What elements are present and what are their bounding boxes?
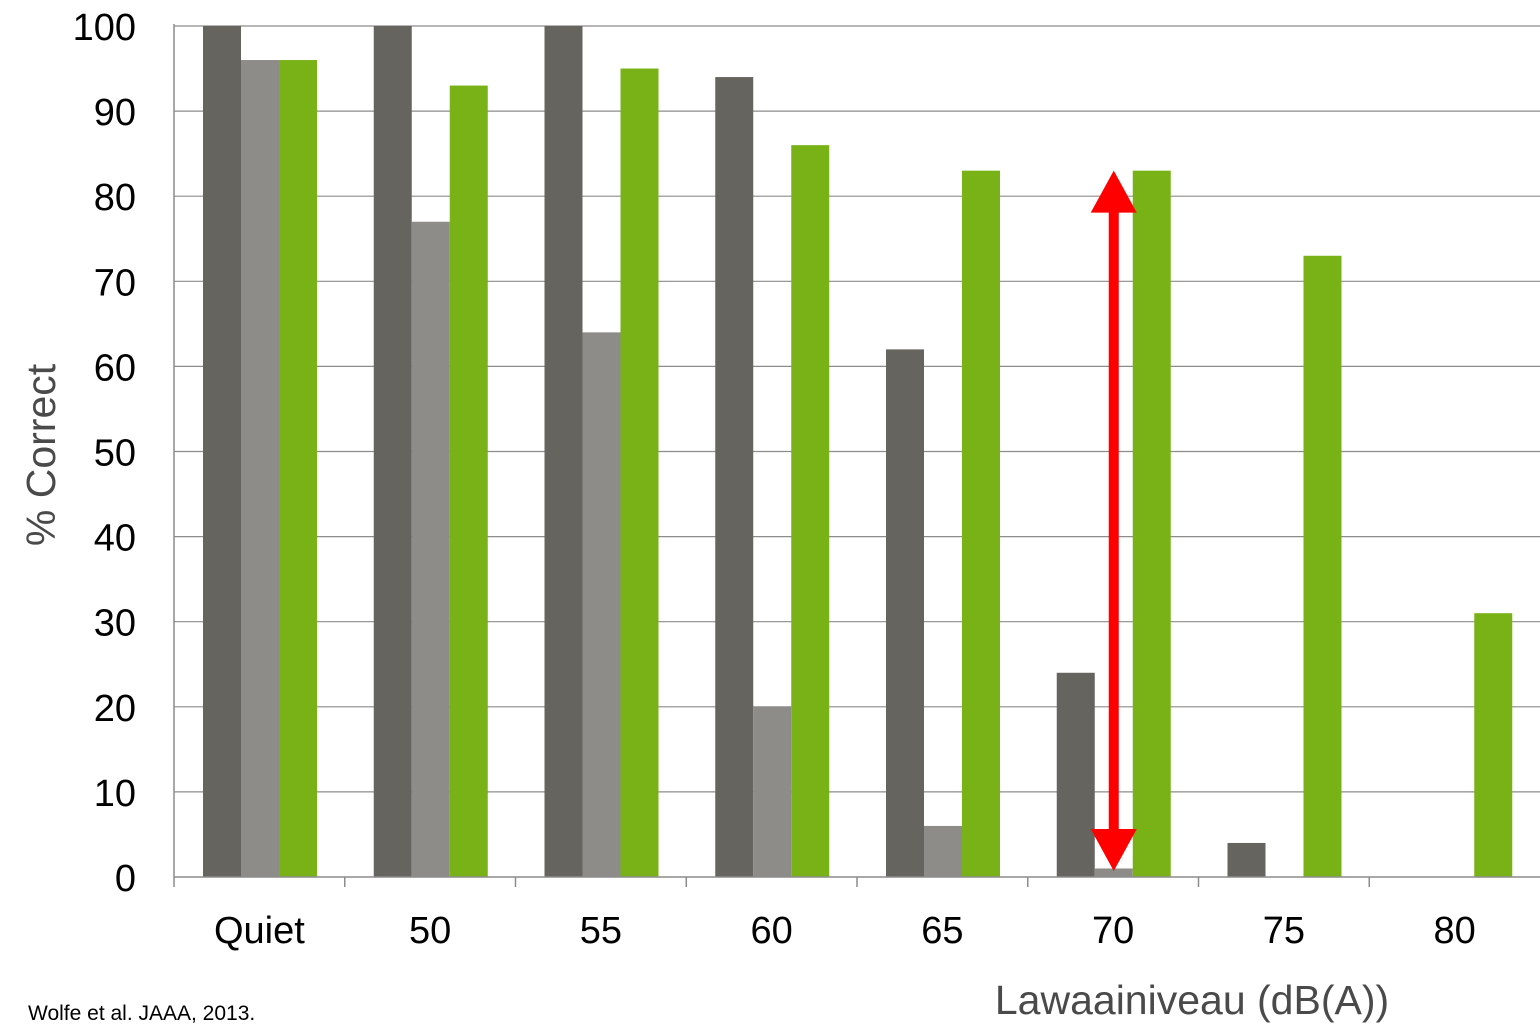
bar xyxy=(544,26,583,877)
x-tick-label: 75 xyxy=(1263,910,1305,952)
x-axis-title: Lawaainiveau (dB(A)) xyxy=(995,977,1389,1023)
bar xyxy=(962,170,1000,878)
x-tick-label: 70 xyxy=(1092,910,1134,952)
bar xyxy=(1303,255,1342,877)
y-tick-label: 40 xyxy=(94,518,136,560)
bar xyxy=(1227,842,1266,877)
y-tick-label: 0 xyxy=(115,858,136,900)
bar xyxy=(924,825,962,877)
y-tick-labels: 0 10 20 30 40 50 60 70 80 90 100 xyxy=(73,7,136,900)
bar xyxy=(1094,868,1133,877)
y-tick-label: 10 xyxy=(94,773,136,815)
y-tick-label: 60 xyxy=(94,347,136,389)
bar xyxy=(241,60,279,878)
y-axis-title: % Correct xyxy=(18,363,64,546)
bar xyxy=(203,26,241,877)
bar xyxy=(791,145,830,877)
bar xyxy=(449,85,488,877)
annotation xyxy=(1090,170,1137,871)
x-tick-label: 60 xyxy=(750,910,792,952)
y-tick-label: 20 xyxy=(94,688,136,730)
bar xyxy=(373,26,412,877)
x-tick-label: 50 xyxy=(409,910,451,952)
bar xyxy=(1132,170,1171,878)
y-tick-label: 50 xyxy=(94,433,136,475)
source-citation: Wolfe et al. JAAA, 2013. xyxy=(28,1002,256,1025)
y-tick-label: 90 xyxy=(94,92,136,134)
bar xyxy=(753,706,792,877)
y-tick-label: 70 xyxy=(94,262,136,304)
x-tick-label: 80 xyxy=(1433,910,1475,952)
arrow-head-down xyxy=(1090,829,1137,871)
x-tick-labels: Quiet 50 55 60 65 70 75 80 xyxy=(214,910,1476,952)
bar xyxy=(886,349,924,877)
bar xyxy=(582,332,621,877)
x-tick-label: 55 xyxy=(580,910,622,952)
x-tick-label: Quiet xyxy=(214,910,305,952)
x-tick-label: 65 xyxy=(921,910,963,952)
bar xyxy=(411,221,450,878)
y-tick-label: 100 xyxy=(73,7,136,49)
arrow-head-up xyxy=(1090,170,1137,213)
y-tick-label: 30 xyxy=(94,603,136,645)
bar xyxy=(1474,613,1513,877)
bar xyxy=(279,60,317,878)
bar xyxy=(620,68,659,878)
bars xyxy=(203,26,1513,878)
bar xyxy=(715,77,754,877)
bar xyxy=(1056,672,1095,877)
axes xyxy=(173,24,1540,887)
y-tick-label: 80 xyxy=(94,177,136,219)
